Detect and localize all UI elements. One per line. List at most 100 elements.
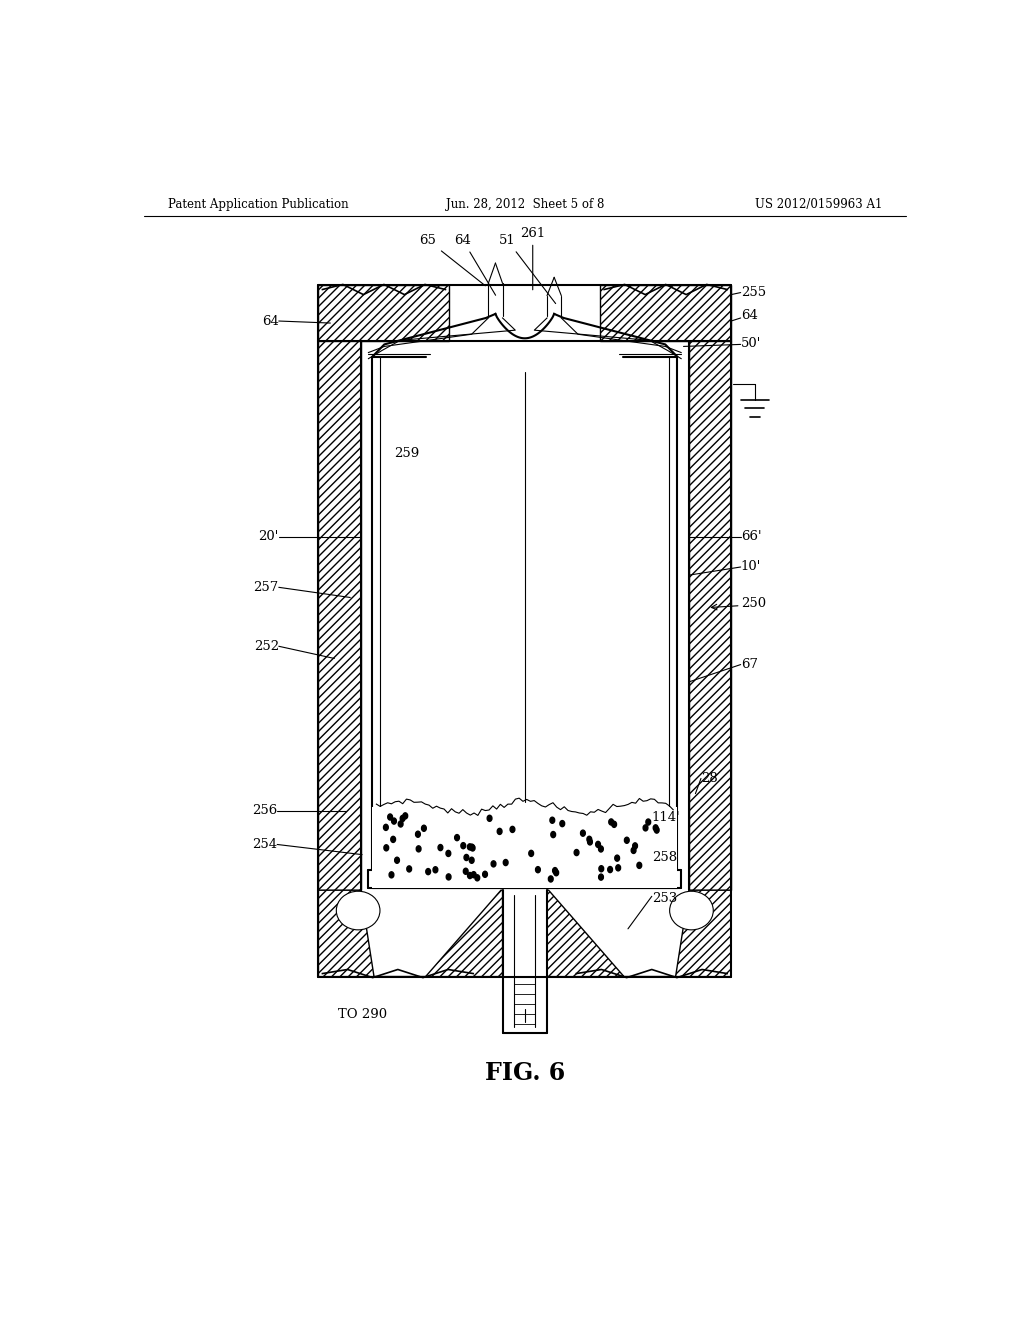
Circle shape <box>402 813 408 818</box>
Text: 64: 64 <box>740 309 758 322</box>
Polygon shape <box>547 890 676 977</box>
Text: 65: 65 <box>420 234 485 285</box>
Circle shape <box>607 866 612 873</box>
Text: 250: 250 <box>740 597 766 610</box>
Circle shape <box>653 825 658 830</box>
Circle shape <box>394 857 399 863</box>
Text: FIG. 6: FIG. 6 <box>484 1061 565 1085</box>
Text: 258: 258 <box>652 851 677 865</box>
Circle shape <box>504 859 508 866</box>
Circle shape <box>560 821 564 826</box>
Circle shape <box>492 861 496 867</box>
Text: Jun. 28, 2012  Sheet 5 of 8: Jun. 28, 2012 Sheet 5 of 8 <box>445 198 604 211</box>
Text: 261: 261 <box>520 227 546 290</box>
Polygon shape <box>676 890 731 977</box>
Circle shape <box>550 817 555 824</box>
Circle shape <box>446 874 451 880</box>
Circle shape <box>391 818 396 824</box>
Circle shape <box>549 876 553 882</box>
Text: Patent Application Publication: Patent Application Publication <box>168 198 348 211</box>
Circle shape <box>599 874 603 880</box>
Circle shape <box>611 821 616 828</box>
Text: 28: 28 <box>701 772 718 785</box>
Circle shape <box>574 850 579 855</box>
Circle shape <box>426 869 430 875</box>
Circle shape <box>463 869 468 874</box>
Polygon shape <box>600 285 731 342</box>
Text: 20': 20' <box>258 531 279 543</box>
Text: 252: 252 <box>254 640 279 653</box>
Circle shape <box>643 825 648 830</box>
Circle shape <box>588 840 592 845</box>
Circle shape <box>554 870 559 875</box>
Text: 259: 259 <box>394 446 419 459</box>
Circle shape <box>599 846 603 851</box>
Circle shape <box>475 875 479 880</box>
Text: 256: 256 <box>252 804 278 817</box>
Circle shape <box>646 818 650 825</box>
Text: 257: 257 <box>254 581 279 594</box>
Circle shape <box>455 834 460 841</box>
Polygon shape <box>318 285 450 342</box>
Circle shape <box>487 816 492 821</box>
Circle shape <box>596 841 600 847</box>
Circle shape <box>400 816 404 821</box>
Text: 255: 255 <box>740 286 766 300</box>
Circle shape <box>422 825 426 832</box>
Circle shape <box>633 843 638 849</box>
Circle shape <box>615 865 621 871</box>
Circle shape <box>498 829 502 834</box>
Circle shape <box>461 842 466 849</box>
Circle shape <box>467 843 472 850</box>
Text: 253: 253 <box>652 892 677 904</box>
Text: 66': 66' <box>740 531 761 543</box>
Polygon shape <box>318 342 360 890</box>
Circle shape <box>637 862 642 869</box>
Circle shape <box>654 828 659 833</box>
Polygon shape <box>318 890 374 977</box>
Circle shape <box>614 855 620 861</box>
Text: US 2012/0159963 A1: US 2012/0159963 A1 <box>755 198 882 211</box>
Circle shape <box>384 824 388 830</box>
Circle shape <box>398 821 403 828</box>
Circle shape <box>551 832 556 838</box>
Circle shape <box>609 818 613 825</box>
Circle shape <box>438 845 442 850</box>
Text: 67: 67 <box>740 659 758 671</box>
Text: 50': 50' <box>740 337 761 350</box>
Text: 64: 64 <box>455 234 496 296</box>
Circle shape <box>536 867 541 873</box>
Text: 10': 10' <box>740 561 761 573</box>
Text: 114': 114' <box>652 810 681 824</box>
Circle shape <box>446 850 451 857</box>
Circle shape <box>470 845 475 851</box>
Circle shape <box>389 871 394 878</box>
Bar <box>373 807 677 888</box>
Circle shape <box>625 837 629 843</box>
Circle shape <box>553 867 557 874</box>
Circle shape <box>482 871 487 878</box>
Circle shape <box>587 837 592 842</box>
Circle shape <box>599 866 604 871</box>
Text: TO 290: TO 290 <box>338 1007 387 1020</box>
Polygon shape <box>374 890 503 977</box>
Circle shape <box>388 814 392 820</box>
Circle shape <box>416 832 420 837</box>
Circle shape <box>581 830 586 837</box>
Circle shape <box>433 867 438 873</box>
Text: 51: 51 <box>499 234 556 304</box>
Ellipse shape <box>670 891 714 929</box>
Circle shape <box>471 871 476 878</box>
Ellipse shape <box>336 891 380 929</box>
Circle shape <box>469 857 474 863</box>
Circle shape <box>631 847 636 854</box>
Circle shape <box>468 873 472 879</box>
Circle shape <box>407 866 412 873</box>
Circle shape <box>416 846 421 851</box>
Circle shape <box>391 837 395 842</box>
Circle shape <box>528 850 534 857</box>
Circle shape <box>510 826 515 833</box>
Polygon shape <box>689 342 731 890</box>
Circle shape <box>470 845 474 850</box>
Circle shape <box>384 845 389 851</box>
